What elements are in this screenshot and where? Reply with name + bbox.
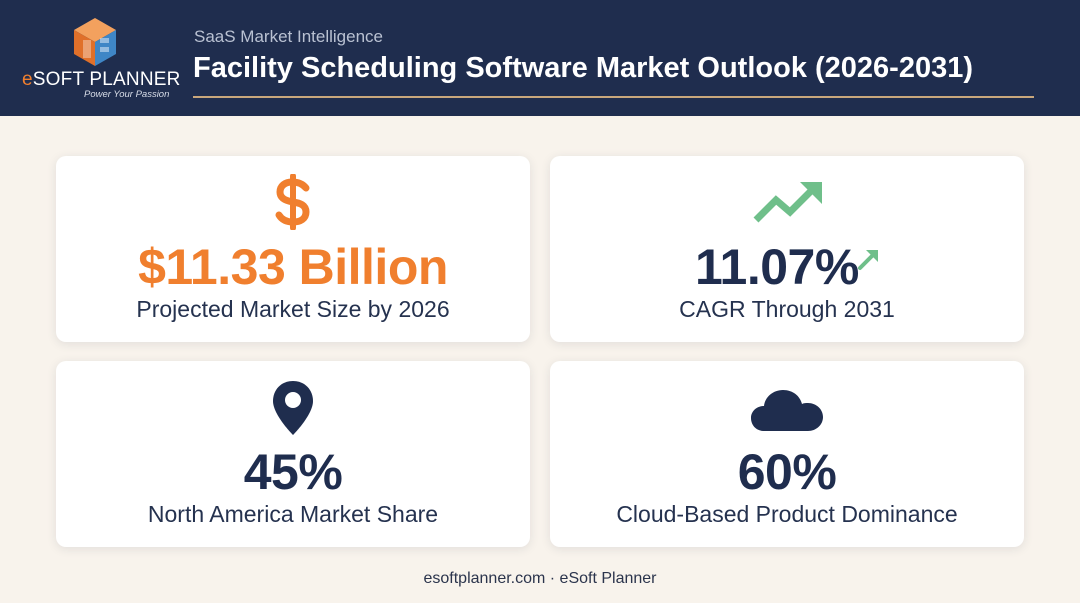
stat-label: Cloud-Based Product Dominance [616, 501, 958, 527]
cloud-icon [751, 390, 823, 431]
logo-tagline: Power Your Passion [84, 89, 170, 100]
stat-value: 11.07% [695, 239, 859, 295]
page-title: Facility Scheduling Software Market Outl… [193, 52, 973, 84]
dollar-sign-icon [275, 174, 310, 230]
stat-card-cloud: 60% Cloud-Based Product Dominance [550, 361, 1024, 547]
footer-credit[interactable]: esoftplanner.com · eSoft Planner [423, 570, 657, 587]
logo[interactable]: eSOFT PLANNER Power Your Passion [22, 14, 181, 104]
map-pin-icon [273, 381, 313, 435]
stat-card-north-america: 45% North America Market Share [56, 361, 530, 547]
stat-label: North America Market Share [147, 501, 439, 527]
header: eSOFT PLANNER Power Your Passion SaaS Ma… [0, 0, 1080, 116]
arrow-up-right-icon [858, 250, 878, 270]
stat-value: 45% [243, 444, 343, 500]
title-underline [193, 96, 1034, 98]
stat-value: 60% [737, 444, 837, 500]
stat-card-cagr: 11.07% CAGR Through 2031 [550, 156, 1024, 342]
stat-card-market-size: $11.33 Billion Projected Market Size by … [56, 156, 530, 342]
logo-cube-icon [74, 18, 116, 66]
trending-up-icon [753, 182, 822, 223]
stat-label: Projected Market Size by 2026 [136, 296, 450, 322]
logo-wordmark: eSOFT PLANNER [22, 69, 181, 90]
stat-label: CAGR Through 2031 [679, 296, 895, 322]
page-subtitle: SaaS Market Intelligence [194, 27, 383, 46]
stat-value: $11.33 Billion [138, 239, 448, 295]
